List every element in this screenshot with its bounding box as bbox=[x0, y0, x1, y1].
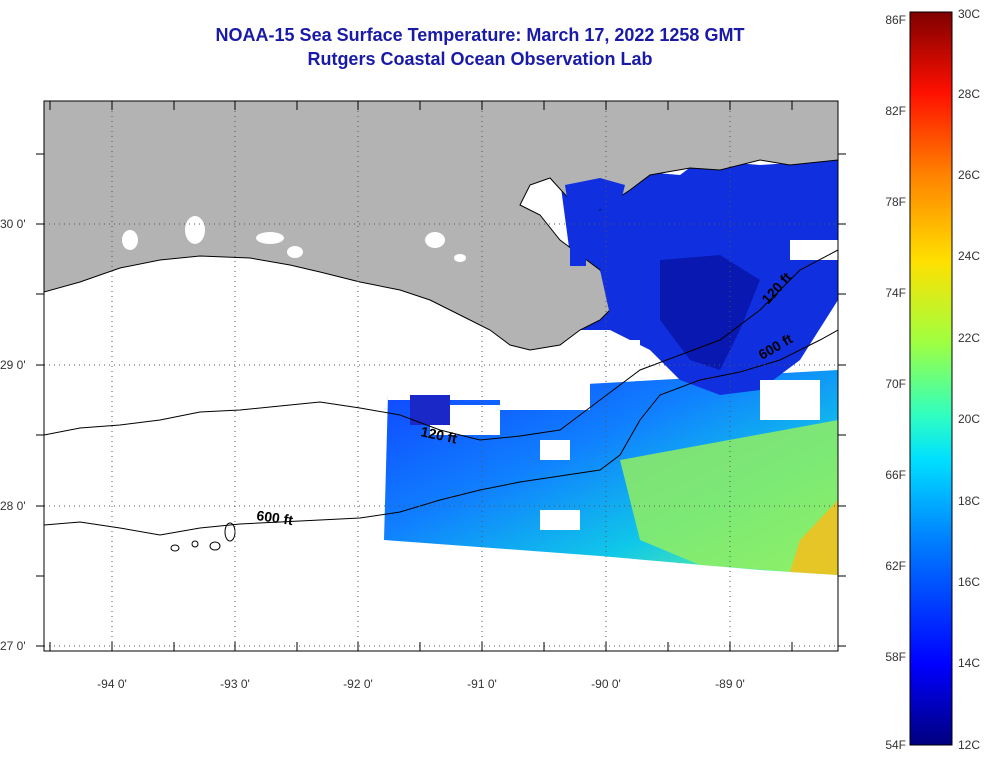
map-title: NOAA-15 Sea Surface Temperature: March 1… bbox=[215, 25, 745, 45]
lon-label: -90 0' bbox=[591, 677, 621, 691]
lon-labels: -94 0' -93 0' -92 0' -91 0' -90 0' -89 0… bbox=[97, 677, 745, 691]
map-grid bbox=[44, 101, 838, 651]
inland-bays bbox=[565, 178, 660, 320]
cloud-mask bbox=[388, 240, 838, 530]
lat-label: 27 0' bbox=[0, 639, 26, 653]
cold-patch bbox=[410, 395, 450, 425]
contour-label-600ft-west: 600 ft bbox=[256, 507, 295, 528]
sst-warmest-zone bbox=[790, 500, 838, 575]
contour-600ft bbox=[44, 329, 838, 536]
sst-warm-zone bbox=[620, 420, 838, 575]
lat-label: 28 0' bbox=[0, 499, 26, 513]
lon-label: -91 0' bbox=[467, 677, 497, 691]
lon-label: -92 0' bbox=[343, 677, 373, 691]
contour-label-120ft-west: 120 ft bbox=[419, 423, 458, 446]
lat-label: 29 0' bbox=[0, 358, 26, 372]
map-frame bbox=[43, 100, 839, 652]
lon-ticks bbox=[49, 101, 793, 651]
inland-lakes bbox=[122, 216, 466, 262]
sst-coldest-zone bbox=[660, 255, 760, 370]
contour-120ft bbox=[44, 249, 838, 441]
lat-ticks bbox=[36, 153, 846, 647]
lon-label: -93 0' bbox=[220, 677, 250, 691]
lon-label: -94 0' bbox=[97, 677, 127, 691]
map-subtitle: Rutgers Coastal Ocean Observation Lab bbox=[307, 49, 653, 69]
lat-label: 30 0' bbox=[0, 217, 26, 231]
lon-label: -89 0' bbox=[715, 677, 745, 691]
lat-labels: 30 0' 29 0' 28 0' 27 0' bbox=[0, 217, 26, 653]
